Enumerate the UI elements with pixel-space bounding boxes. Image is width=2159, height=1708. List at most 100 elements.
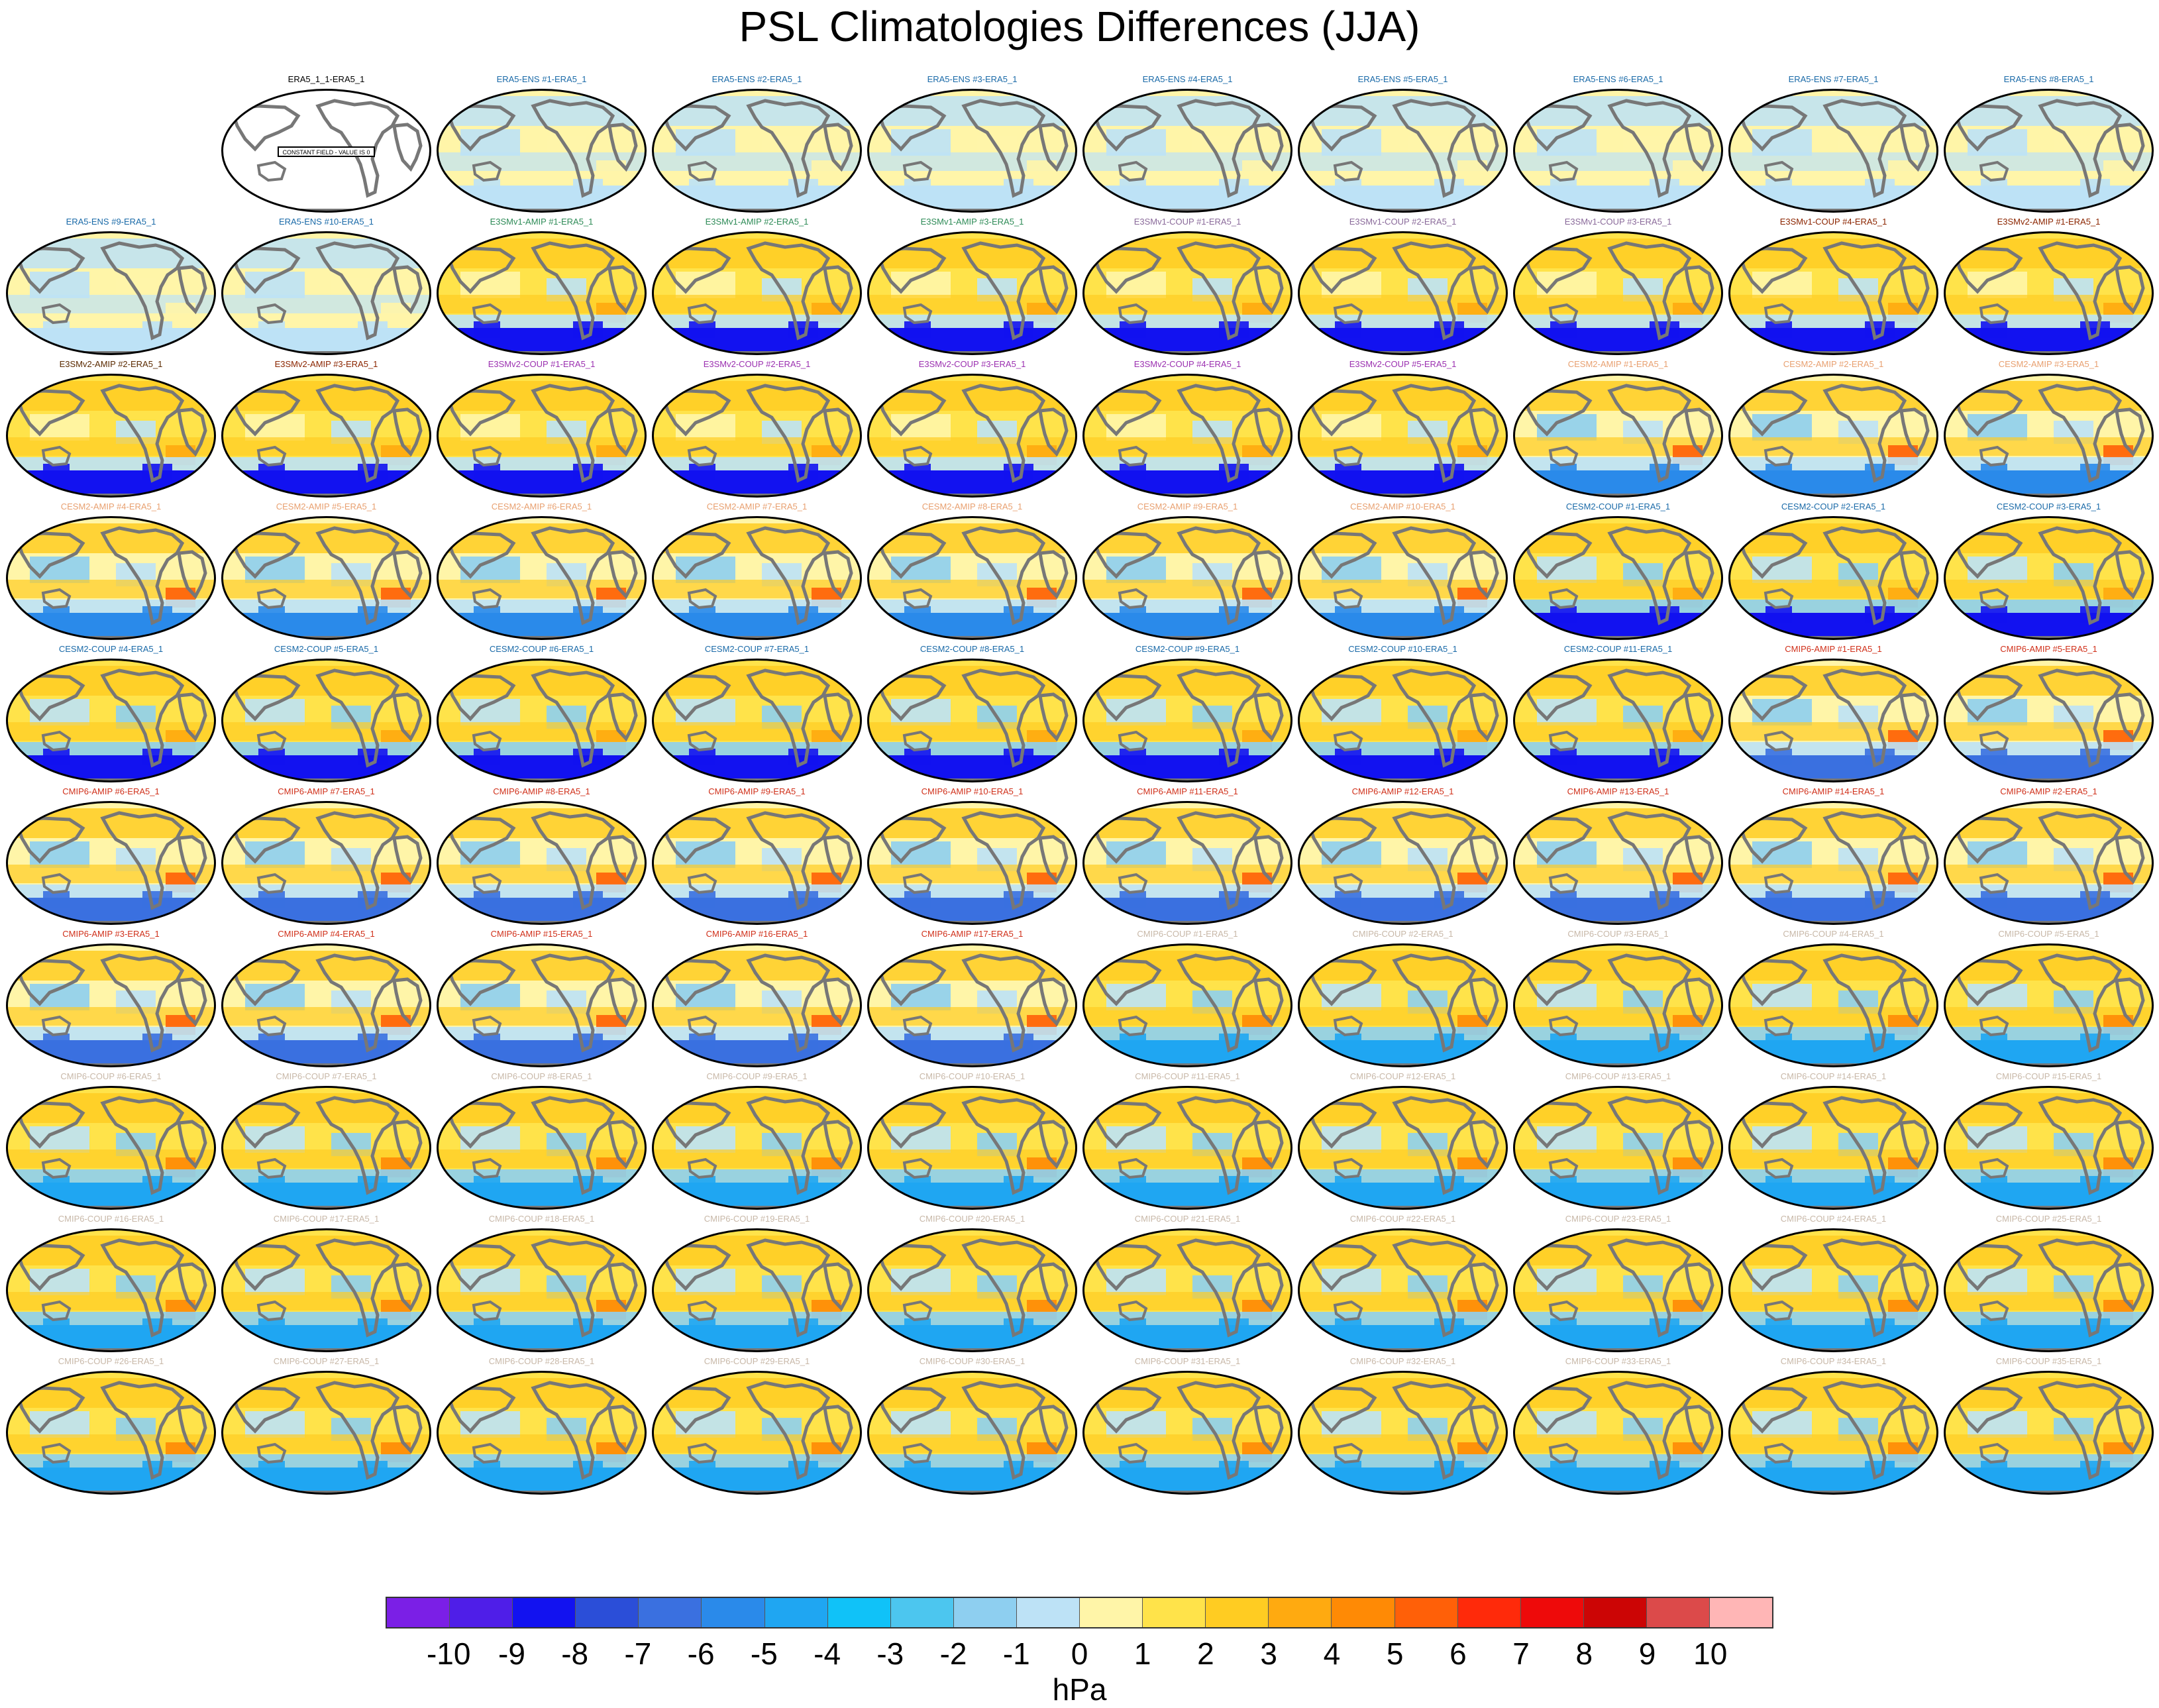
americas-coastline: [1822, 99, 1907, 198]
asia-coastline: [875, 816, 947, 864]
americas-coastline: [746, 99, 831, 198]
americas-coastline: [1177, 384, 1261, 483]
map-panel: CMIP6-COUP #21-ERA5_1: [1080, 1212, 1295, 1355]
australia-coastline: [687, 1015, 717, 1037]
world-map-ellipse: [867, 89, 1077, 213]
world-map-ellipse: [1298, 943, 1508, 1067]
asia-coastline: [229, 674, 301, 721]
map-border: [1298, 801, 1508, 925]
asia-coastline: [14, 674, 85, 721]
asia-coastline: [1521, 389, 1593, 437]
asia-coastline: [445, 674, 516, 721]
world-map-ellipse: [1082, 1086, 1292, 1210]
asia-coastline: [660, 1244, 731, 1291]
africa-coastline: [1899, 1405, 1930, 1454]
map-panel: CMIP6-COUP #4-ERA5_1: [1726, 928, 1941, 1070]
map-border: [867, 89, 1077, 213]
world-map-ellipse: [1298, 231, 1508, 355]
world-map-ellipse: [221, 943, 431, 1067]
asia-coastline: [445, 389, 516, 437]
world-map-ellipse: [1728, 231, 1938, 355]
asia-coastline: [1090, 1101, 1162, 1149]
map-border: [652, 659, 862, 782]
map-border: [437, 1371, 647, 1495]
world-map-ellipse: [1082, 374, 1292, 498]
australia-coastline: [687, 1300, 717, 1322]
world-map-ellipse: [1082, 516, 1292, 640]
map-panel-title: CMIP6-COUP #34-ERA5_1: [1780, 1356, 1887, 1366]
map-panel-title: CESM2-COUP #9-ERA5_1: [1135, 644, 1240, 654]
colorbar-swatch: [1520, 1598, 1584, 1627]
australia-coastline: [1979, 1157, 2009, 1179]
map-border: [1728, 801, 1938, 925]
australia-coastline: [256, 1015, 287, 1037]
map-panel: CMIP6-AMIP #5-ERA5_1: [1941, 643, 2156, 785]
map-panel: E3SMv2-COUP #5-ERA5_1: [1295, 358, 1510, 500]
map-panel-title: CMIP6-COUP #35-ERA5_1: [1995, 1356, 2102, 1366]
map-panel-title: CMIP6-COUP #11-ERA5_1: [1135, 1071, 1240, 1081]
australia-coastline: [41, 1015, 72, 1037]
australia-coastline: [256, 445, 287, 467]
africa-coastline: [1038, 123, 1069, 172]
map-panel: CMIP6-COUP #31-ERA5_1: [1080, 1355, 1295, 1497]
australia-coastline: [472, 873, 502, 894]
map-panel-title: E3SMv2-COUP #2-ERA5_1: [703, 359, 811, 369]
asia-coastline: [1736, 1101, 1808, 1149]
colorbar-swatch: [953, 1598, 1017, 1627]
world-map-ellipse: [6, 374, 216, 498]
colorbar-tick-label: 5: [1386, 1636, 1404, 1671]
africa-coastline: [1684, 550, 1714, 600]
map-panel-title: E3SMv2-COUP #4-ERA5_1: [1133, 359, 1241, 369]
australia-coastline: [472, 1300, 502, 1322]
americas-coastline: [746, 1096, 831, 1195]
map-border: [1298, 1371, 1508, 1495]
world-map-ellipse: [1082, 659, 1292, 782]
map-panel: CESM2-COUP #1-ERA5_1: [1510, 500, 1726, 643]
map-panel: ERA5-ENS #8-ERA5_1: [1941, 73, 2156, 215]
map-panel: ERA5-ENS #1-ERA5_1: [434, 73, 649, 215]
map-panel: CMIP6-AMIP #12-ERA5_1: [1295, 785, 1510, 928]
map-border: [437, 1228, 647, 1352]
asia-coastline: [1521, 104, 1593, 152]
africa-coastline: [1899, 550, 1930, 600]
map-panel: E3SMv1-AMIP #2-ERA5_1: [649, 215, 865, 358]
africa-coastline: [2115, 835, 2145, 884]
map-border: [1728, 1086, 1938, 1210]
africa-coastline: [392, 1262, 423, 1312]
africa-coastline: [1899, 1120, 1930, 1169]
americas-coastline: [1392, 1381, 1477, 1480]
map-panel-title: CMIP6-COUP #22-ERA5_1: [1349, 1214, 1456, 1224]
australia-coastline: [256, 1442, 287, 1464]
map-panel-title: CESM2-COUP #10-ERA5_1: [1348, 644, 1457, 654]
australia-coastline: [1333, 730, 1363, 752]
africa-coastline: [2115, 123, 2145, 172]
map-panel: CMIP6-AMIP #17-ERA5_1: [865, 928, 1080, 1070]
americas-coastline: [961, 1381, 1046, 1480]
map-panel-title: CMIP6-COUP #8-ERA5_1: [491, 1071, 592, 1081]
map-panel: E3SMv1-COUP #4-ERA5_1: [1726, 215, 1941, 358]
americas-coastline: [2038, 1238, 2123, 1338]
world-map-ellipse: [437, 1086, 647, 1210]
world-map-ellipse: [221, 231, 431, 355]
map-panel-title: E3SMv2-COUP #5-ERA5_1: [1349, 359, 1457, 369]
world-map-ellipse: [437, 1228, 647, 1352]
americas-coastline: [1822, 1381, 1907, 1480]
americas-coastline: [1607, 526, 1692, 625]
australia-coastline: [1118, 1300, 1148, 1322]
africa-coastline: [823, 692, 853, 742]
map-panel: CESM2-COUP #11-ERA5_1: [1510, 643, 1726, 785]
map-panel: CESM2-COUP #2-ERA5_1: [1726, 500, 1941, 643]
map-panel-title: E3SMv2-AMIP #3-ERA5_1: [274, 359, 378, 369]
asia-coastline: [1952, 104, 2023, 152]
asia-coastline: [1736, 104, 1808, 152]
asia-coastline: [14, 246, 85, 294]
colorbar-tick-label: -4: [814, 1636, 841, 1671]
world-map-ellipse: [437, 231, 647, 355]
world-map-ellipse: [1082, 1371, 1292, 1495]
map-panel-title: CMIP6-COUP #15-ERA5_1: [1995, 1071, 2102, 1081]
africa-coastline: [1038, 1405, 1069, 1454]
americas-coastline: [746, 384, 831, 483]
map-panel: ERA5-ENS #2-ERA5_1: [649, 73, 865, 215]
map-panel: CMIP6-COUP #27-ERA5_1: [219, 1355, 434, 1497]
map-panel-title: CESM2-AMIP #7-ERA5_1: [706, 502, 808, 511]
